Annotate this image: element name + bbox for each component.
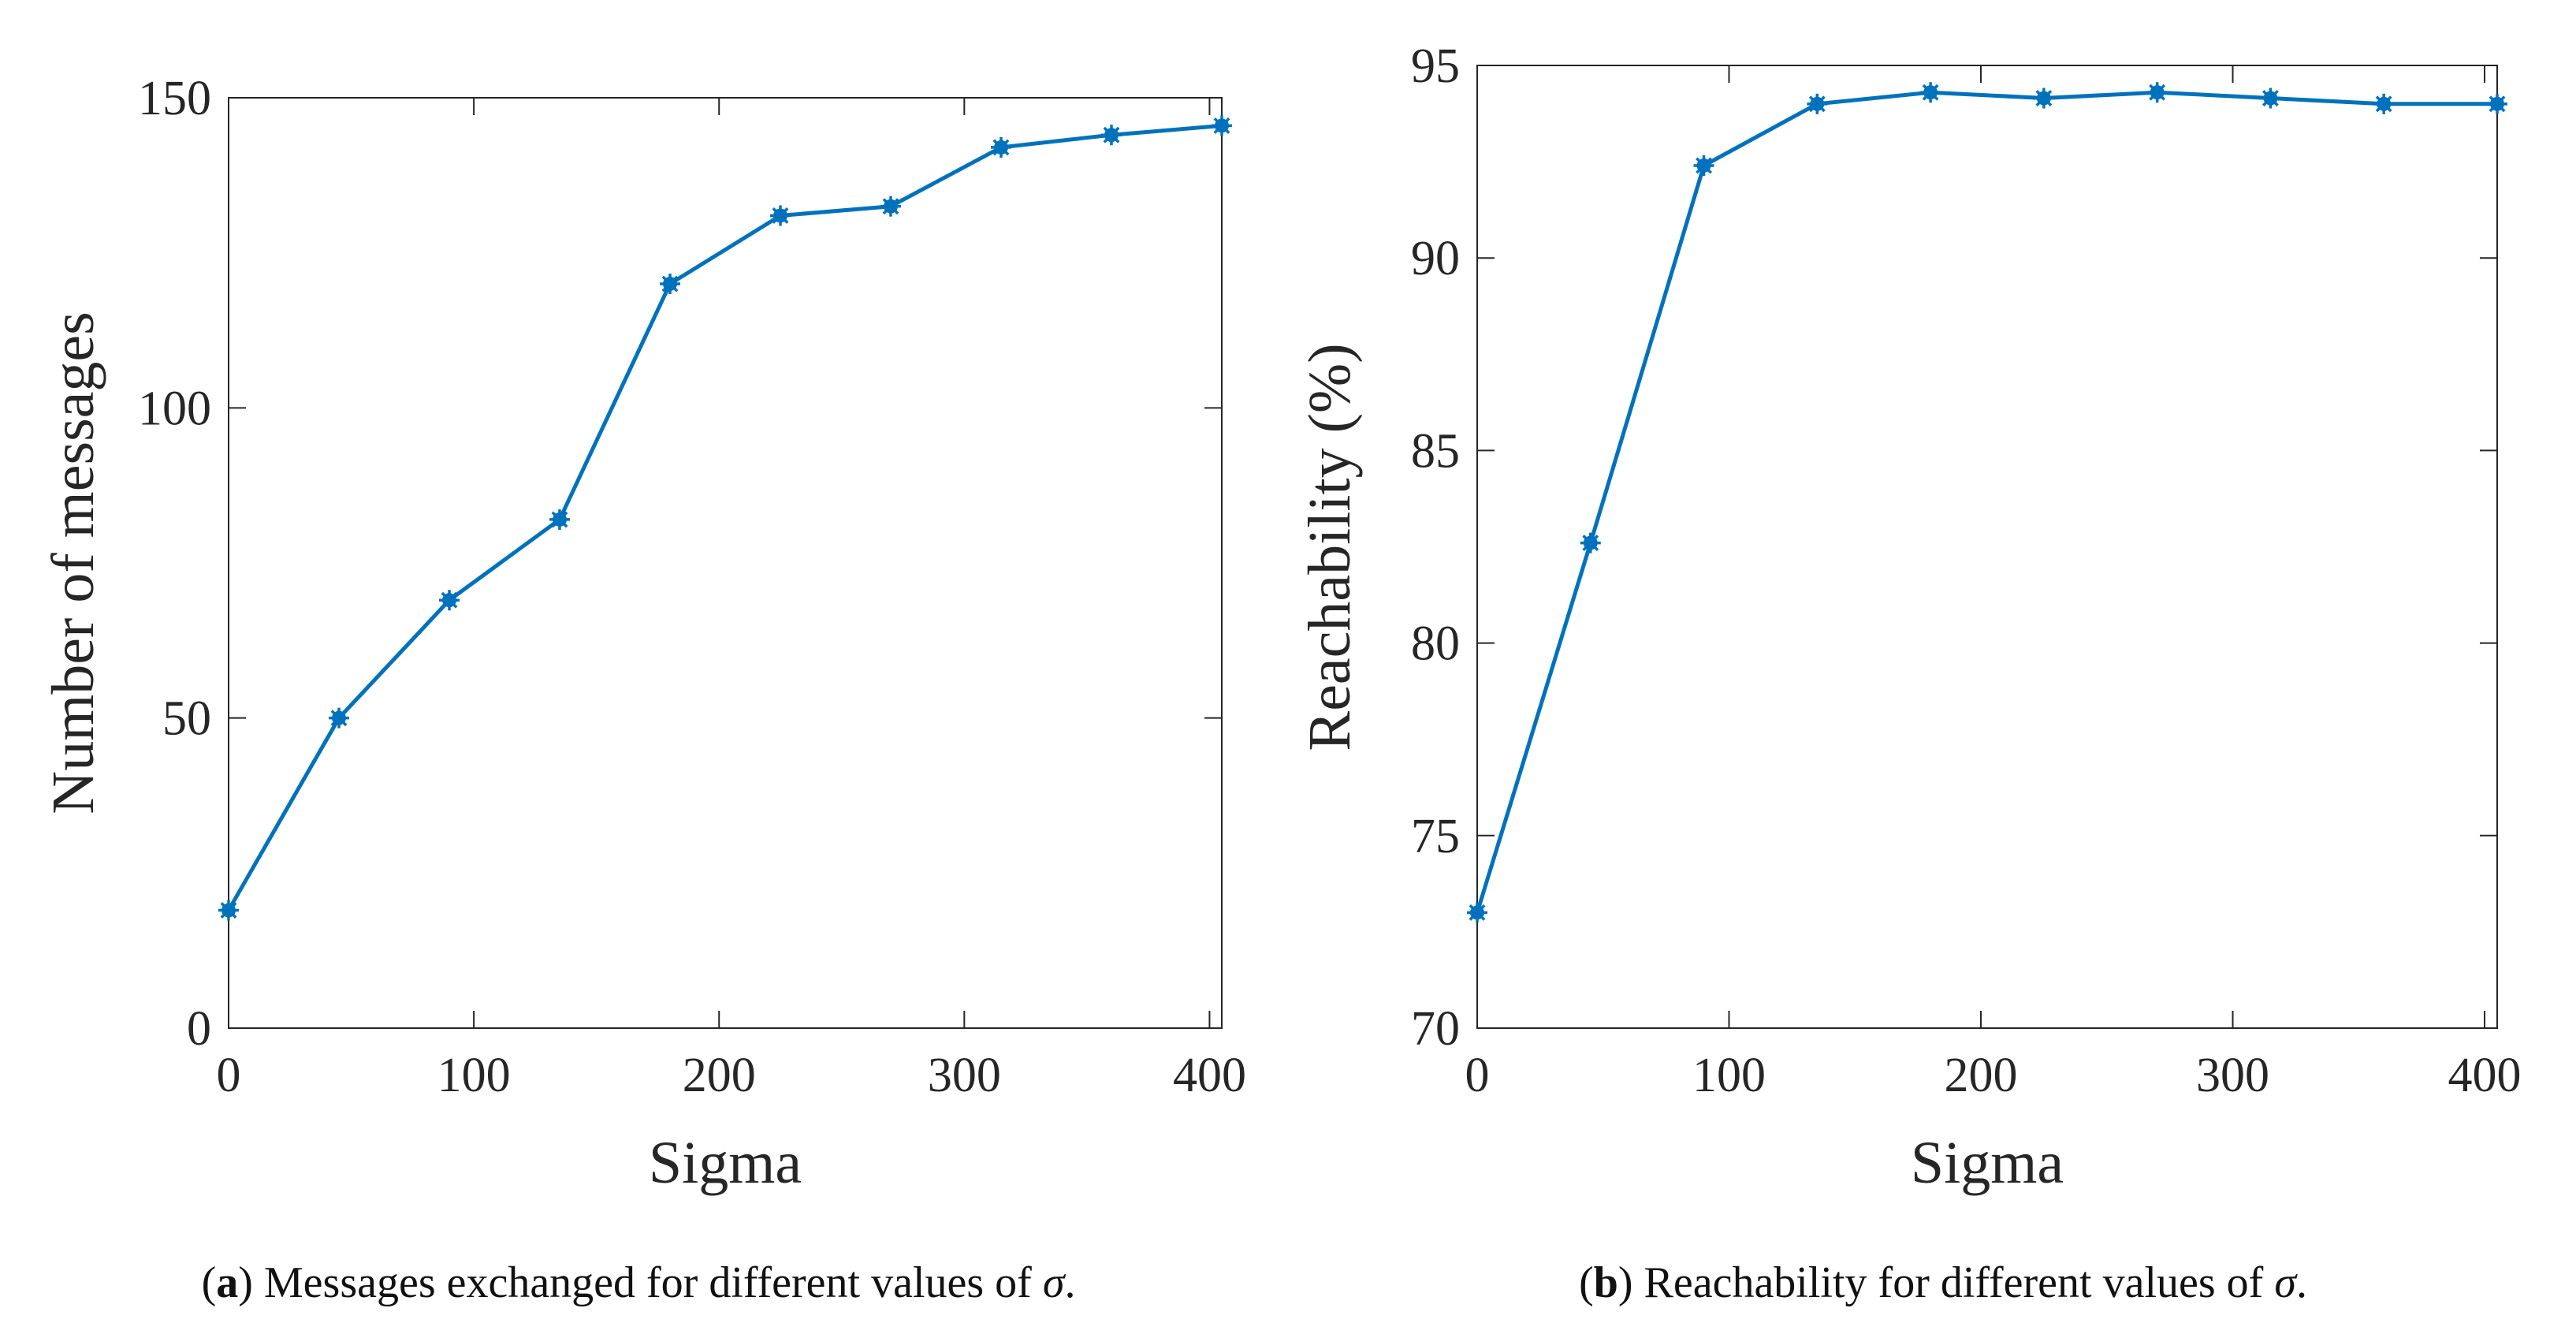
caption-b-label: b (1594, 1258, 1618, 1307)
data-point-marker (2146, 82, 2168, 103)
caption-b-end: . (2296, 1258, 2307, 1307)
chart-messages: 0 100 200 300 400 0 50 100 150 Sigma Number of … (40, 72, 1246, 1307)
y-axis-ticks: 0 50 100 150 (138, 72, 1222, 1056)
y-axis-label: Number of messages (40, 311, 106, 814)
data-point-marker (1920, 82, 1941, 103)
data-point-marker (1467, 902, 1487, 923)
data-point-marker (1693, 155, 1714, 176)
y-tick-label: 150 (138, 72, 211, 125)
x-tick-label: 0 (1465, 1049, 1490, 1102)
y-tick-label: 90 (1411, 232, 1460, 285)
caption-a-end: . (1064, 1258, 1075, 1307)
caption-b-text: Reachability for different values of (1644, 1258, 2275, 1307)
data-point-marker (660, 274, 680, 294)
data-point-marker (218, 900, 239, 921)
x-axis-ticks: 0 100 200 300 400 (1465, 65, 2522, 1102)
x-tick-label: 200 (1945, 1049, 2018, 1102)
data-point-marker (1580, 532, 1601, 553)
x-axis-label: Sigma (1911, 1130, 2064, 1196)
y-axis-ticks: 70 75 80 85 90 95 (1411, 39, 2497, 1056)
chart-reachability: 0 100 200 300 400 70 75 80 85 90 95 Sigma Reachab… (1297, 39, 2522, 1307)
y-tick-label: 80 (1411, 617, 1460, 671)
data-point-marker (2260, 88, 2281, 109)
data-point-marker (880, 196, 901, 217)
caption-a: (a) Messages exchanged for different val… (202, 1258, 1076, 1307)
y-tick-label: 95 (1411, 39, 1460, 93)
x-tick-label: 0 (217, 1049, 241, 1102)
x-tick-label: 200 (683, 1049, 756, 1102)
y-tick-label: 0 (187, 1002, 211, 1056)
caption-a-text: Messages exchanged for different values … (264, 1258, 1043, 1307)
series-layer (1467, 82, 2507, 923)
caption-a-symbol: σ (1043, 1258, 1067, 1307)
y-axis-label: Reachability (%) (1297, 343, 1363, 751)
x-tick-label: 400 (2448, 1049, 2522, 1102)
data-point-marker (991, 136, 1011, 158)
data-point-marker (1807, 93, 1828, 114)
y-tick-label: 85 (1411, 424, 1460, 478)
data-point-marker (2487, 93, 2507, 114)
data-point-marker (1101, 125, 1122, 146)
data-point-marker (770, 205, 791, 226)
plot-area-frame (228, 97, 1223, 1029)
data-point-marker (1212, 115, 1232, 136)
caption-a-label: a (216, 1258, 238, 1307)
x-axis-label: Sigma (649, 1130, 802, 1196)
plot-area-frame (1476, 65, 2498, 1029)
x-tick-label: 100 (1692, 1049, 1766, 1102)
x-tick-label: 300 (928, 1049, 1001, 1102)
x-tick-label: 300 (2196, 1049, 2269, 1102)
caption-b: (b) Reachability for different values of… (1579, 1258, 2307, 1307)
caption-b-symbol: σ (2274, 1258, 2298, 1307)
series-line (1475, 90, 2497, 914)
series-line (226, 123, 1223, 911)
data-point-marker (2373, 93, 2395, 114)
data-point-marker (329, 707, 349, 729)
x-tick-label: 100 (437, 1049, 511, 1102)
y-tick-label: 75 (1411, 810, 1460, 863)
data-point-marker (2033, 88, 2054, 109)
data-point-marker (439, 590, 460, 611)
y-tick-label: 70 (1411, 1002, 1460, 1056)
x-tick-label: 400 (1173, 1049, 1246, 1102)
x-axis-ticks: 0 100 200 300 400 (217, 98, 1246, 1102)
data-point-marker (549, 509, 570, 530)
y-tick-label: 50 (162, 692, 211, 746)
y-tick-label: 100 (138, 382, 211, 435)
series-layer (218, 115, 1232, 921)
